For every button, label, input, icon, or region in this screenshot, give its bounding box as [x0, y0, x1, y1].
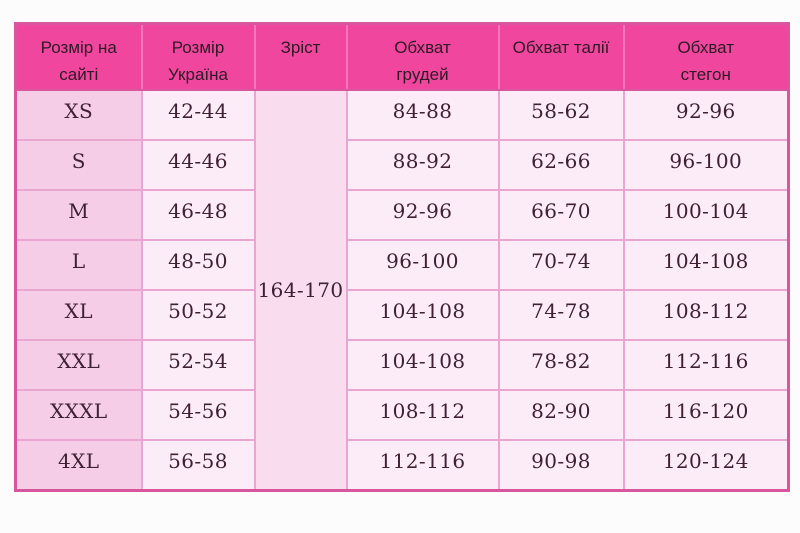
- cell-ua-size: 52-54: [140, 339, 256, 392]
- cell-ua-size: 56-58: [140, 439, 256, 492]
- cell-hips: 120-124: [622, 439, 790, 492]
- cell-site-size: M: [14, 189, 143, 242]
- cell-ua-size: 44-46: [140, 139, 256, 192]
- table-row-l: L 48-50 96-100 70-74 104-108: [14, 239, 790, 292]
- table-row-xxxl: XXXL 54-56 108-112 82-90 116-120: [14, 389, 790, 442]
- cell-site-size: L: [14, 239, 143, 292]
- table-row-xs: XS 42-44 164-170 84-88 58-62 92-96: [14, 89, 790, 492]
- cell-hips: 108-112: [622, 289, 790, 342]
- cell-hips: 112-116: [622, 339, 790, 392]
- table-body: XS 42-44 164-170 84-88 58-62 92-96 S 44-…: [14, 89, 790, 492]
- cell-chest: 104-108: [345, 339, 500, 392]
- cell-chest: 104-108: [345, 289, 500, 342]
- cell-chest: 96-100: [345, 239, 500, 292]
- header-height-label: Зріст: [280, 38, 321, 57]
- cell-hips: 96-100: [622, 139, 790, 192]
- table-header: Розмір на сайті Розмір Україна Зріст Обх…: [14, 22, 790, 92]
- cell-waist: 70-74: [497, 239, 625, 292]
- cell-site-size: XL: [14, 289, 143, 342]
- cell-hips: 104-108: [622, 239, 790, 292]
- cell-hips: 100-104: [622, 189, 790, 242]
- cell-chest: 92-96: [345, 189, 500, 242]
- table-row-m: M 46-48 92-96 66-70 100-104: [14, 189, 790, 242]
- header-row: Розмір на сайті Розмір Україна Зріст Обх…: [14, 22, 790, 92]
- header-size-on-site: Розмір на сайті: [14, 22, 143, 92]
- cell-ua-size: 50-52: [140, 289, 256, 342]
- cell-site-size: 4XL: [14, 439, 143, 492]
- header-size-ukraine-label: Розмір Україна: [168, 38, 228, 85]
- cell-ua-size: 54-56: [140, 389, 256, 442]
- cell-site-size: XXXL: [14, 389, 143, 442]
- cell-waist: 82-90: [497, 389, 625, 442]
- cell-chest: 88-92: [345, 139, 500, 192]
- cell-chest: 108-112: [345, 389, 500, 442]
- header-waist-label: Обхват талії: [512, 38, 610, 57]
- cell-height-range: 164-170: [253, 89, 348, 492]
- header-chest-label: Обхват грудей: [394, 38, 451, 85]
- header-chest: Обхват грудей: [345, 22, 500, 92]
- cell-site-size: XXL: [14, 339, 143, 392]
- cell-waist: 90-98: [497, 439, 625, 492]
- cell-ua-size: 48-50: [140, 239, 256, 292]
- header-hips-label: Обхват стегон: [677, 38, 735, 85]
- table-row-xl: XL 50-52 104-108 74-78 108-112: [14, 289, 790, 342]
- cell-waist: 62-66: [497, 139, 625, 192]
- cell-ua-size: 46-48: [140, 189, 256, 242]
- cell-waist: 78-82: [497, 339, 625, 392]
- cell-waist: 58-62: [497, 89, 625, 142]
- header-size-ukraine: Розмір Україна: [140, 22, 256, 92]
- size-chart-table: Розмір на сайті Розмір Україна Зріст Обх…: [14, 22, 790, 492]
- header-height: Зріст: [253, 22, 348, 92]
- cell-ua-size: 42-44: [140, 89, 256, 142]
- header-hips: Обхват стегон: [622, 22, 790, 92]
- table-row-s: S 44-46 88-92 62-66 96-100: [14, 139, 790, 192]
- cell-hips: 116-120: [622, 389, 790, 442]
- size-chart: Розмір на сайті Розмір Україна Зріст Обх…: [14, 22, 790, 492]
- cell-waist: 74-78: [497, 289, 625, 342]
- table-row-xxl: XXL 52-54 104-108 78-82 112-116: [14, 339, 790, 392]
- header-size-on-site-label: Розмір на сайті: [40, 38, 117, 85]
- cell-waist: 66-70: [497, 189, 625, 242]
- header-waist: Обхват талії: [497, 22, 625, 92]
- cell-site-size: XS: [14, 89, 143, 142]
- cell-site-size: S: [14, 139, 143, 192]
- cell-chest: 84-88: [345, 89, 500, 142]
- cell-chest: 112-116: [345, 439, 500, 492]
- table-row-4xl: 4XL 56-58 112-116 90-98 120-124: [14, 439, 790, 492]
- cell-hips: 92-96: [622, 89, 790, 142]
